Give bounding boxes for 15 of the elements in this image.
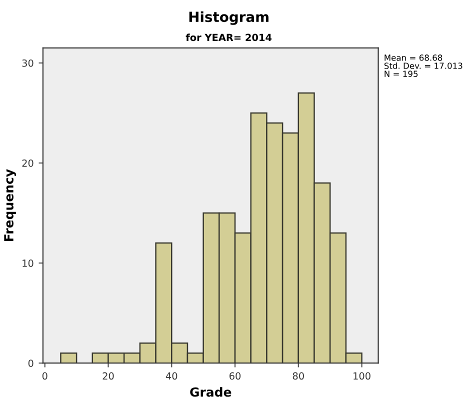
chart-title: Histogram [189, 11, 268, 25]
y-tick-label: 30 [22, 59, 34, 67]
x-tick-label: 60 [230, 372, 241, 380]
x-tick-label: 0 [42, 372, 48, 380]
x-tick-label: 20 [102, 372, 114, 380]
text: Mean = 68.68 Std. Dev. = 17.013 N = 195 [384, 54, 462, 77]
y-tick-label: 10 [22, 260, 34, 267]
x-axis-title: Grade [190, 387, 232, 397]
x-tick-label: 40 [166, 372, 178, 380]
x-tick-label: 80 [292, 372, 304, 380]
y-tick-label: 0 [28, 360, 34, 367]
y-axis-title: Frequency [4, 169, 16, 241]
x-tick-label: 100 [354, 372, 370, 380]
y-tick-label: 20 [22, 159, 34, 167]
chart-subtitle: for YEAR= 2014 [186, 34, 272, 42]
